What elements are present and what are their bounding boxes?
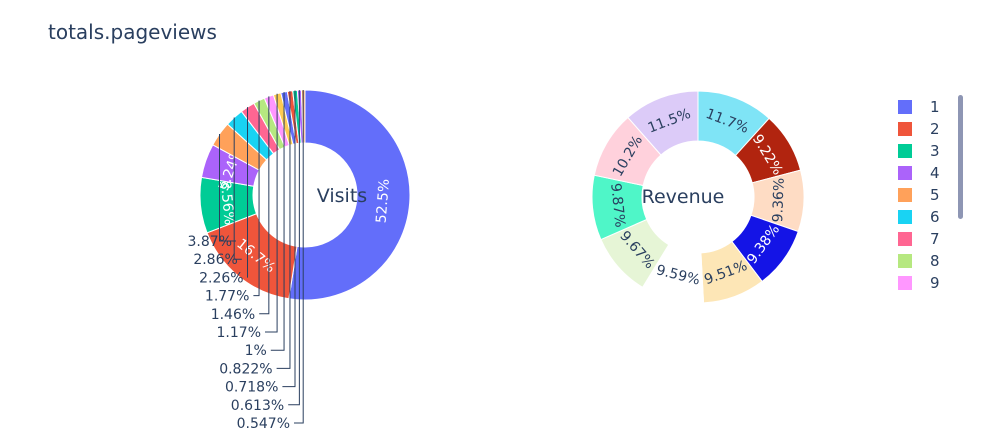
visits-leader-line <box>259 96 270 315</box>
visits-leader-line <box>276 91 291 369</box>
legend-item-4[interactable]: 4 <box>898 162 940 184</box>
visits-hole-label: Visits <box>317 185 367 207</box>
legend-label: 9 <box>930 274 940 292</box>
revenue-slice-10[interactable] <box>627 90 699 156</box>
legend-item-2[interactable]: 2 <box>898 118 940 140</box>
visits-slice-label: 2.26% <box>199 270 243 286</box>
legend-label: 4 <box>930 164 940 182</box>
legend-item-8[interactable]: 8 <box>898 250 940 272</box>
legend-swatch <box>898 210 912 224</box>
legend-label: 6 <box>930 208 940 226</box>
legend-item-6[interactable]: 6 <box>898 206 940 228</box>
visits-slice-label: 1.46% <box>211 307 255 323</box>
legend-item-5[interactable]: 5 <box>898 184 940 206</box>
visits-slice-1[interactable] <box>288 89 411 301</box>
legend-label: 3 <box>930 142 940 160</box>
legend-item-7[interactable]: 7 <box>898 228 940 250</box>
visits-slice-label: 52.5% <box>374 178 393 224</box>
visits-leader-line <box>270 92 285 351</box>
legend[interactable]: 1 2 3 4 5 6 7 8 9 <box>898 96 940 294</box>
legend-scrollbar[interactable] <box>958 95 963 219</box>
legend-label: 2 <box>930 120 940 138</box>
visits-leader-line <box>282 90 296 388</box>
visits-leader-line <box>265 93 278 333</box>
visits-leader-line <box>253 100 260 297</box>
legend-swatch <box>898 100 912 114</box>
visits-slice-label: 0.547% <box>237 416 290 432</box>
visits-donut[interactable]: 52.5%16.7%8.56%5.24%3.87%2.86%2.26%1.77%… <box>188 89 411 432</box>
legend-label: 7 <box>930 230 940 248</box>
visits-leader-line <box>288 90 300 406</box>
visits-slice-label: 1.77% <box>205 289 249 305</box>
legend-swatch <box>898 276 912 290</box>
visits-leader-line <box>219 134 236 242</box>
visits-slice-label: 2.86% <box>193 252 237 268</box>
legend-item-1[interactable]: 1 <box>898 96 940 118</box>
legend-swatch <box>898 144 912 158</box>
legend-item-3[interactable]: 3 <box>898 140 940 162</box>
visits-leader-line <box>294 90 304 424</box>
visits-slice-label: 0.613% <box>231 398 284 414</box>
legend-label: 5 <box>930 186 940 204</box>
legend-swatch <box>898 166 912 180</box>
legend-item-9[interactable]: 9 <box>898 272 940 294</box>
revenue-donut[interactable]: 11.7%9.22%9.36%9.38%9.51%9.59%9.67%9.87%… <box>591 90 805 304</box>
visits-slice-label: 8.56% <box>217 180 237 226</box>
visits-slice-label: 3.87% <box>188 234 232 250</box>
visits-slice-label: 1% <box>245 343 267 359</box>
visits-slice-label: 0.822% <box>219 361 272 377</box>
legend-swatch <box>898 254 912 268</box>
revenue-slice-label: 9.87% <box>607 182 627 228</box>
visits-slice-label: 0.718% <box>225 380 278 396</box>
legend-label: 8 <box>930 252 940 270</box>
visits-slice-label: 1.17% <box>217 325 261 341</box>
revenue-hole-label: Revenue <box>642 186 725 208</box>
legend-swatch <box>898 232 912 246</box>
visits-leader-line <box>233 117 242 260</box>
legend-label: 1 <box>930 98 940 116</box>
legend-swatch <box>898 122 912 136</box>
chart-title: totals.pageviews <box>48 20 217 44</box>
revenue-slice-label: 9.36% <box>770 178 788 223</box>
legend-swatch <box>898 188 912 202</box>
